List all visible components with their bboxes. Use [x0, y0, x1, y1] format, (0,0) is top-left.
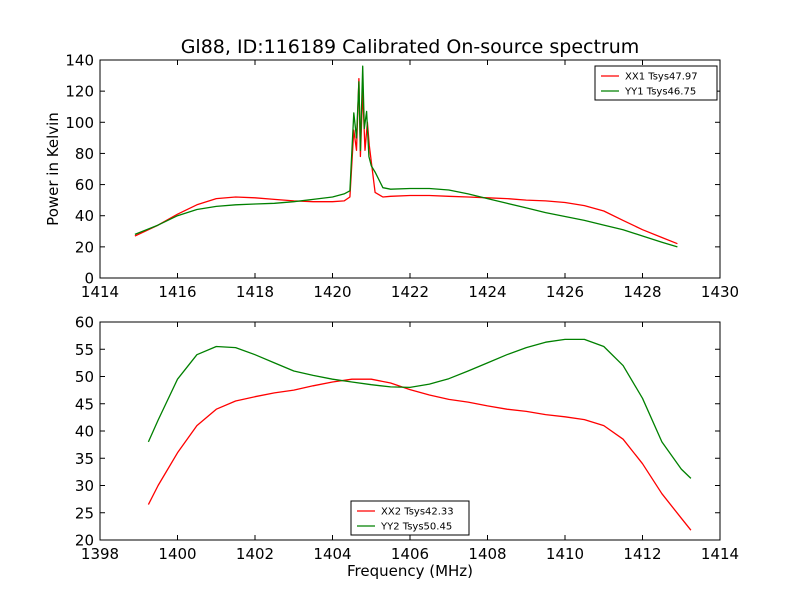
- y-tick-label: 120: [65, 83, 94, 101]
- y-axis-label: Power in Kelvin: [44, 112, 62, 226]
- y-tick-label: 40: [75, 423, 94, 441]
- y-tick-label: 100: [65, 114, 94, 132]
- x-tick-label: 1404: [313, 545, 351, 563]
- x-tick-label: 1428: [623, 283, 661, 301]
- y-tick-label: 60: [75, 314, 94, 332]
- figure-title: Gl88, ID:116189 Calibrated On-source spe…: [181, 36, 640, 58]
- x-tick-label: 1414: [81, 283, 119, 301]
- x-tick-label: 1414: [701, 545, 739, 563]
- y-tick-label: 0: [84, 270, 94, 288]
- y-tick-label: 20: [75, 238, 94, 256]
- bottom-plot-xx2-yy2: 1398 1400 1402 1404 1406 1408 1410 1412 1414 20 25…: [75, 314, 739, 581]
- y-tick-label: 45: [75, 395, 94, 413]
- y-tick-label: 140: [65, 52, 94, 70]
- x-tick-label: 1420: [313, 283, 351, 301]
- x-tick-label: 1412: [623, 545, 661, 563]
- series-line-xx2-tsys42-33: [147, 378, 692, 531]
- x-tick-label: 1402: [236, 545, 274, 563]
- series-line-yy1-tsys46-75: [134, 65, 678, 248]
- x-tick-label: 1398: [81, 545, 119, 563]
- x-tick-label: 1410: [546, 545, 584, 563]
- x-tick-label: 1400: [158, 545, 196, 563]
- legend-label-xx2-tsys42-33: XX2 Tsys42.33: [381, 507, 454, 518]
- series-lines: [134, 65, 678, 248]
- x-axis-label: Frequency (MHz): [347, 562, 473, 580]
- y-tick-label: 35: [75, 450, 94, 468]
- y-tick-label: 20: [75, 532, 94, 550]
- x-tick-label: 1408: [468, 545, 506, 563]
- series-lines: [147, 338, 692, 531]
- x-tick-label: 1418: [236, 283, 274, 301]
- y-tick-label: 30: [75, 477, 94, 495]
- legend-label-yy2-tsys50-45: YY2 Tsys50.45: [380, 522, 452, 533]
- series-line-yy2-tsys50-45: [147, 338, 692, 479]
- legend: XX2 Tsys42.33 YY2 Tsys50.45: [350, 500, 470, 536]
- y-tick-label: 80: [75, 145, 94, 163]
- legend-label-yy1-tsys46-75: YY1 Tsys46.75: [624, 87, 696, 98]
- x-tick-label: 1406: [391, 545, 429, 563]
- y-tick-label: 40: [75, 207, 94, 225]
- x-tick-label: 1426: [546, 283, 584, 301]
- legend: XX1 Tsys47.97 YY1 Tsys46.75: [594, 65, 718, 101]
- y-tick-label: 25: [75, 504, 94, 522]
- x-tick-label: 1422: [391, 283, 429, 301]
- y-tick-label: 50: [75, 368, 94, 386]
- y-tick-label: 55: [75, 341, 94, 359]
- top-plot-xx1-yy1: 1414 1416 1418 1420 1422 1424 1426 1428 1430 0 20 4…: [44, 52, 739, 302]
- legend-box: [350, 500, 470, 536]
- x-tick-label: 1430: [701, 283, 739, 301]
- y-tick-label: 60: [75, 176, 94, 194]
- legend-label-xx1-tsys47-97: XX1 Tsys47.97: [625, 72, 698, 83]
- x-tick-label: 1416: [158, 283, 196, 301]
- legend-box: [594, 65, 718, 101]
- x-tick-label: 1424: [468, 283, 506, 301]
